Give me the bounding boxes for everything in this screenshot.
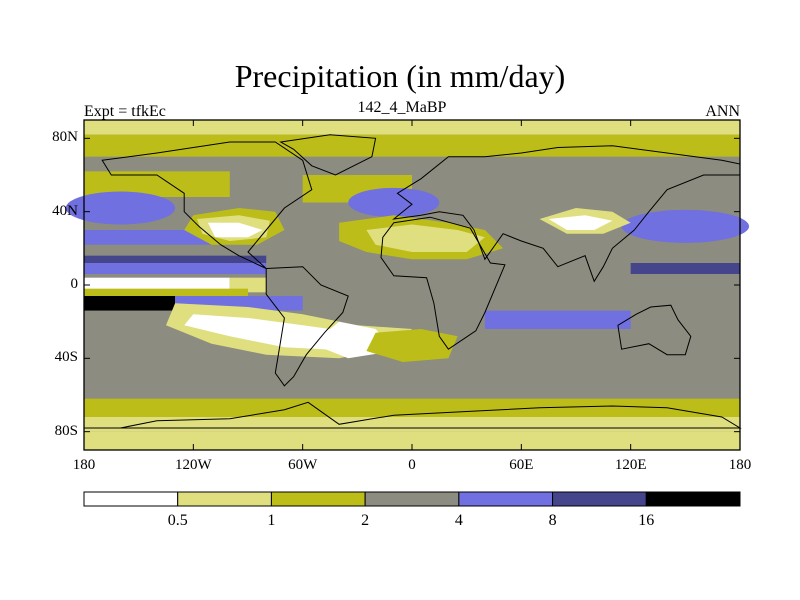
equator-south-edge xyxy=(84,288,248,296)
sahara-mid xyxy=(366,224,485,252)
antarctic-cap xyxy=(84,431,740,450)
colorbar-swatch xyxy=(458,491,554,507)
x-tick-label: 120W xyxy=(174,457,212,473)
atlantic-storm-track xyxy=(348,187,440,218)
band-north-polar xyxy=(84,156,740,175)
antarctic-band xyxy=(84,417,740,432)
band-itcz xyxy=(84,263,267,274)
colorbar-swatch xyxy=(645,491,741,507)
antarctic-coast xyxy=(84,398,740,417)
center-string: 142_4_MaBP xyxy=(357,99,447,116)
y-tick-label: 0 xyxy=(70,276,79,292)
spcz-band xyxy=(84,296,176,311)
band-arctic-cap xyxy=(84,120,740,135)
antarctica-outline xyxy=(84,401,742,429)
south-america-outline xyxy=(265,266,349,387)
north-america-outline xyxy=(101,141,313,269)
x-tick-label: 0 xyxy=(408,457,416,473)
colorbar-swatch xyxy=(552,491,647,507)
x-tick-label: 180 xyxy=(728,457,752,473)
australia-outline xyxy=(617,304,692,356)
colorbar-swatch xyxy=(177,491,272,507)
eurasia-outline xyxy=(392,145,741,283)
north-america-desert xyxy=(207,222,263,238)
greenland-outline xyxy=(279,134,377,176)
y-tick-label: 40S xyxy=(54,349,78,366)
right-string: ANN xyxy=(705,103,740,120)
band-itcz-north xyxy=(84,255,267,263)
pacific-storm-track xyxy=(65,191,176,225)
y-tick-label: 80N xyxy=(52,129,78,146)
south-indian-wet xyxy=(484,310,631,329)
south-atlantic-outer xyxy=(366,329,458,362)
central-asia-desert xyxy=(548,215,613,230)
africa-outline xyxy=(380,216,506,350)
west-pacific-storm-track xyxy=(621,209,750,243)
colorbar-swatch xyxy=(364,491,460,507)
colorbar-label: 4 xyxy=(454,512,463,529)
colorbar-swatch xyxy=(270,491,366,507)
x-tick-label: 120E xyxy=(614,457,647,473)
band-itcz-east xyxy=(630,263,740,274)
southern-ocean xyxy=(84,373,740,399)
x-tick-label: 180 xyxy=(72,457,96,473)
left-string: Expt = tfkEc xyxy=(84,103,166,120)
colorbar-swatch xyxy=(83,491,179,507)
y-tick-label: 80S xyxy=(54,422,78,439)
colorbar-label: 8 xyxy=(548,512,557,529)
y-tick-label: 40N xyxy=(52,202,78,219)
x-tick-label: 60E xyxy=(509,457,534,473)
band-arctic-wet xyxy=(84,134,740,161)
band-tropical-pacific-north xyxy=(84,230,212,245)
chart-title: Precipitation (in mm/day) xyxy=(234,58,566,94)
colorbar-label: 1 xyxy=(267,512,276,529)
colorbar-label: 16 xyxy=(638,512,655,529)
colorbar-label: 2 xyxy=(361,512,370,529)
x-tick-label: 60W xyxy=(288,457,318,473)
colorbar-label: 0.5 xyxy=(167,512,188,529)
